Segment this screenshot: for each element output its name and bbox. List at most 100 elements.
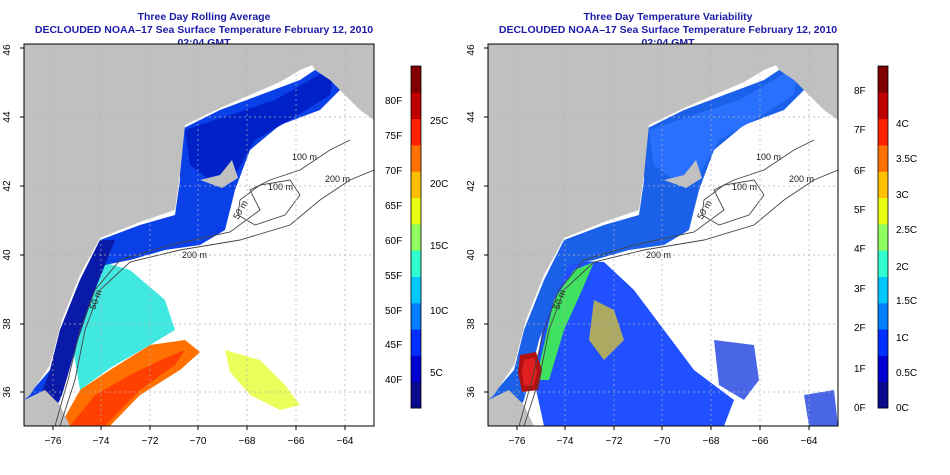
left-contour-label-1: 100 m <box>268 182 293 192</box>
left-cb-f-1: 45F <box>385 340 402 351</box>
left-colorbar-frame <box>410 65 422 409</box>
right-lat-tick-0: 36 <box>466 386 477 398</box>
right-var-gulf-maine <box>649 65 799 180</box>
left-sst-nearshore-region <box>30 240 115 426</box>
left-colorbar-segment-0 <box>411 381 421 409</box>
left-cb-c-1: 10C <box>430 306 448 317</box>
right-colorbar-segment-4 <box>878 276 888 304</box>
right-var-slope-band-2 <box>589 300 624 360</box>
right-cb-f-8: 8F <box>854 86 866 97</box>
left-lat-tick-4: 44 <box>2 111 13 123</box>
left-contour-georges <box>237 179 301 226</box>
right-colorbar-frame <box>877 65 889 409</box>
left-colorbar-segment-8 <box>411 171 421 199</box>
right-colorbar-segment-10 <box>878 118 888 146</box>
left-cb-f-0: 40F <box>385 375 402 386</box>
right-lat-tick-3: 42 <box>466 180 477 192</box>
right-cb-f-3: 3F <box>854 284 866 295</box>
left-lon-tick-6: −64 <box>337 436 354 447</box>
left-lon-tick-1: −74 <box>93 436 110 447</box>
right-grid <box>488 44 838 426</box>
right-cb-c-1: 0.5C <box>896 368 917 379</box>
left-cb-c-2: 15C <box>430 241 448 252</box>
right-land-lower-coast <box>488 390 534 426</box>
right-cb-f-6: 6F <box>854 166 866 177</box>
left-lat-tick-2: 40 <box>2 249 13 261</box>
right-var-hotspot-rim <box>522 358 537 386</box>
left-land-nova-scotia <box>300 44 374 120</box>
left-lat-tick-5: 46 <box>2 44 13 56</box>
right-var-east-patch <box>714 340 759 400</box>
left-cb-c-4: 25C <box>430 116 448 127</box>
right-colorbar-segment-7 <box>878 197 888 225</box>
right-map-panel: 100 m 100 m 50 m 200 m 200 m 50 m 36 38 … <box>466 43 917 447</box>
right-cb-c-4: 2C <box>896 262 909 273</box>
left-colorbar-segment-10 <box>411 118 421 146</box>
right-contour-100m <box>518 139 815 426</box>
right-title-line1: Three Day Temperature Variability <box>583 11 753 23</box>
left-colorbar-segment-11 <box>411 92 421 120</box>
right-contour-georges <box>701 179 765 226</box>
right-lon-tick-3: −70 <box>654 436 671 447</box>
left-colorbar-segment-6 <box>411 223 421 251</box>
right-map-frame <box>487 43 839 427</box>
right-var-offshore-region <box>534 260 734 426</box>
right-contour-label-1: 100 m <box>732 182 757 192</box>
right-cb-c-2: 1C <box>896 333 909 344</box>
left-map-panel: 100 m 100 m 50 m 200 m 200 m 50 m 36 38 … <box>2 43 448 447</box>
left-cb-f-7: 75F <box>385 131 402 142</box>
right-lat-tick-2: 40 <box>466 249 477 261</box>
left-contour-100m <box>54 139 351 426</box>
right-colorbar <box>878 66 888 409</box>
left-land-lower-coast <box>24 390 70 426</box>
left-colorbar-segment-2 <box>411 329 421 356</box>
right-colorbar-segment-12 <box>878 66 888 93</box>
right-lon-tick-6: −64 <box>801 436 818 447</box>
left-contour-label-4: 200 m <box>325 174 350 184</box>
right-var-east-patch-2 <box>804 390 838 426</box>
left-colorbar <box>411 66 421 409</box>
right-colorbar-segment-3 <box>878 302 888 330</box>
left-colorbar-segment-5 <box>411 250 421 277</box>
left-lon-tick-2: −72 <box>142 436 159 447</box>
right-contour-label-0: 100 m <box>756 152 781 162</box>
right-cb-c-8: 4C <box>896 119 909 130</box>
right-cb-c-0: 0C <box>896 403 909 414</box>
left-sst-offshore-patch <box>225 350 300 410</box>
right-colorbar-segment-1 <box>878 355 888 383</box>
left-cb-f-2: 50F <box>385 306 402 317</box>
right-colorbar-segment-6 <box>878 223 888 251</box>
right-lon-tick-4: −68 <box>703 436 720 447</box>
left-colorbar-segment-3 <box>411 302 421 330</box>
right-lon-tick-1: −74 <box>557 436 574 447</box>
right-cb-f-2: 2F <box>854 323 866 334</box>
left-sst-shelf-region <box>24 60 345 426</box>
right-land-mainland <box>488 44 838 400</box>
right-colorbar-segment-8 <box>878 171 888 199</box>
left-sst-gulf-maine <box>185 65 335 180</box>
left-cb-f-3: 55F <box>385 271 402 282</box>
right-lat-tick-5: 46 <box>466 44 477 56</box>
left-colorbar-segment-9 <box>411 144 421 172</box>
right-lon-tick-5: −66 <box>752 436 769 447</box>
left-cb-c-3: 20C <box>430 179 448 190</box>
right-lon-tick-2: −72 <box>606 436 623 447</box>
right-colorbar-segment-9 <box>878 144 888 172</box>
right-colorbar-segment-11 <box>878 92 888 120</box>
left-colorbar-segment-7 <box>411 197 421 225</box>
right-land-nova-scotia <box>764 44 838 120</box>
left-cb-f-6: 70F <box>385 166 402 177</box>
right-title: Three Day Temperature Variability DECLOU… <box>488 11 848 50</box>
left-lon-tick-4: −68 <box>239 436 256 447</box>
right-contour-200m <box>523 169 838 426</box>
left-colorbar-segment-12 <box>411 66 421 93</box>
left-lat-tick-3: 42 <box>2 180 13 192</box>
right-land-cape-cod <box>664 160 702 188</box>
left-lat-tick-0: 36 <box>2 386 13 398</box>
right-cb-c-7: 3.5C <box>896 154 917 165</box>
left-land-mainland <box>24 44 374 400</box>
left-cb-f-8: 80F <box>385 96 402 107</box>
left-sst-slope-region <box>70 260 175 390</box>
right-colorbar-segment-0 <box>878 381 888 409</box>
left-cb-f-4: 60F <box>385 236 402 247</box>
